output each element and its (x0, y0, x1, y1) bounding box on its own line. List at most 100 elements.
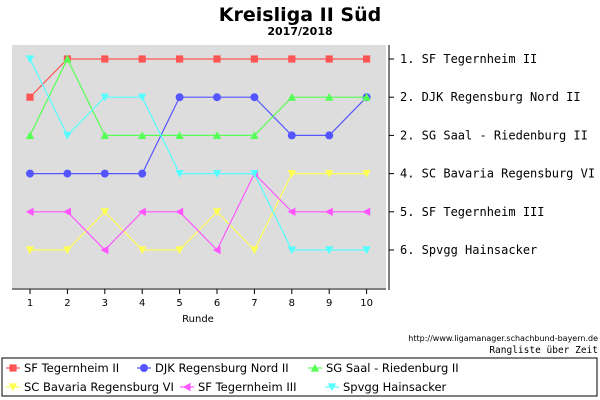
data-point (287, 246, 296, 255)
legend-label: SC Bavaria Regensburg VI (24, 380, 174, 394)
rank-label: 6. Spvgg Hainsacker (400, 243, 537, 257)
x-tick-label: 6 (214, 298, 220, 309)
legend-label: DJK Regensburg Nord II (155, 361, 289, 375)
data-point (176, 55, 184, 63)
legend-label: SF Tegernheim III (198, 380, 297, 394)
data-point (212, 208, 222, 216)
legend-item-sf-tegernheim-iii: SF Tegernheim III (180, 380, 297, 394)
data-point (100, 208, 109, 216)
data-point (63, 207, 71, 216)
legend-item-spvgg-hainsacker: Spvgg Hainsacker (325, 380, 447, 394)
x-tick-label: 5 (176, 298, 182, 309)
x-tick-label: 9 (326, 298, 332, 309)
data-point (138, 169, 147, 178)
data-point (175, 207, 184, 216)
legend-marker (182, 382, 191, 392)
data-point (212, 245, 221, 255)
x-tick-label: 10 (360, 298, 373, 309)
x-tick-label: 4 (139, 298, 145, 309)
data-point (175, 246, 184, 255)
legend-marker (327, 383, 337, 392)
data-point (288, 55, 296, 63)
rank-labels: 1. SF Tegernheim II 2. DJK Regensburg Nor… (389, 52, 595, 257)
rank-label: 2. SG Saal - Riedenburg II (400, 128, 588, 142)
x-ticks: 1 2 3 4 5 6 7 8 9 10 (27, 289, 373, 309)
data-point (100, 93, 109, 102)
legend-item-sg-saal-riedenburg-ii: SG Saal - Riedenburg II (308, 361, 459, 375)
x-tick-label: 1 (27, 298, 33, 309)
data-point (25, 207, 34, 216)
chart-title: Kreisliga II Süd (219, 4, 381, 26)
legend-marker (140, 364, 148, 372)
legend-marker (310, 363, 320, 372)
data-point (63, 169, 72, 178)
data-point (101, 55, 109, 63)
data-point (325, 93, 334, 101)
data-point (250, 93, 259, 102)
data-point (212, 131, 222, 139)
data-point (138, 246, 147, 255)
series-sg-saal-riedenburg-ii (25, 54, 371, 139)
data-point (362, 207, 371, 216)
series-line (30, 96, 368, 175)
source-url: http://www.ligamanager.schachbund-bayern… (408, 334, 598, 343)
x-tick-label: 7 (251, 298, 257, 309)
legend-label: Spvgg Hainsacker (343, 380, 447, 394)
data-point (100, 169, 109, 178)
data-point (138, 55, 146, 63)
x-tick-label: 3 (102, 298, 108, 309)
data-point (26, 93, 34, 101)
rank-label: 5. SF Tegernheim III (400, 205, 545, 219)
data-point (287, 207, 296, 216)
data-point (325, 131, 334, 140)
data-point (63, 246, 72, 255)
data-point (287, 131, 296, 140)
rank-label: 1. SF Tegernheim II (400, 52, 537, 66)
x-tick-label: 2 (64, 298, 70, 309)
data-point (175, 93, 184, 102)
data-point (287, 93, 296, 101)
series-line (30, 172, 367, 252)
data-point (212, 170, 222, 178)
data-point (63, 131, 72, 140)
series-line (29, 58, 367, 251)
data-point (362, 246, 371, 255)
series-line (29, 57, 367, 136)
data-point (138, 207, 146, 216)
x-tick-label: 8 (289, 298, 295, 309)
series-group (25, 54, 371, 255)
legend-marker (8, 383, 18, 392)
data-point (363, 55, 371, 63)
data-point (250, 246, 259, 255)
legend-label: SG Saal - Riedenburg II (326, 361, 459, 375)
data-point (138, 131, 147, 139)
rank-label: 2. DJK Regensburg Nord II (400, 90, 581, 104)
series-spvgg-hainsacker (25, 55, 371, 255)
data-point (362, 170, 371, 178)
footer-caption: Rangliste über Zeit (489, 345, 598, 356)
series-line (29, 58, 367, 98)
data-point (25, 246, 35, 255)
data-point (213, 55, 221, 63)
series-djk-regensburg-nord-ii (26, 93, 371, 178)
legend-item-sf-tegernheim-ii: SF Tegernheim II (6, 361, 119, 375)
data-point (175, 131, 184, 139)
plot-area (12, 45, 386, 288)
data-point (100, 131, 109, 139)
data-point (287, 170, 296, 178)
data-point (175, 170, 184, 178)
data-point (325, 246, 334, 255)
x-axis-label: Runde (182, 314, 214, 325)
data-point (325, 55, 333, 63)
data-point (100, 245, 109, 255)
data-point (25, 55, 35, 64)
legend-item-sc-bavaria-regensburg-vi: SC Bavaria Regensburg VI (6, 380, 174, 394)
legend-box (1, 357, 598, 397)
data-point (250, 55, 258, 63)
data-point (250, 170, 259, 178)
rank-label: 4. SC Bavaria Regensburg VI (400, 167, 595, 181)
data-point (63, 54, 72, 63)
data-point (325, 170, 334, 178)
legend-label: SF Tegernheim II (24, 361, 119, 375)
